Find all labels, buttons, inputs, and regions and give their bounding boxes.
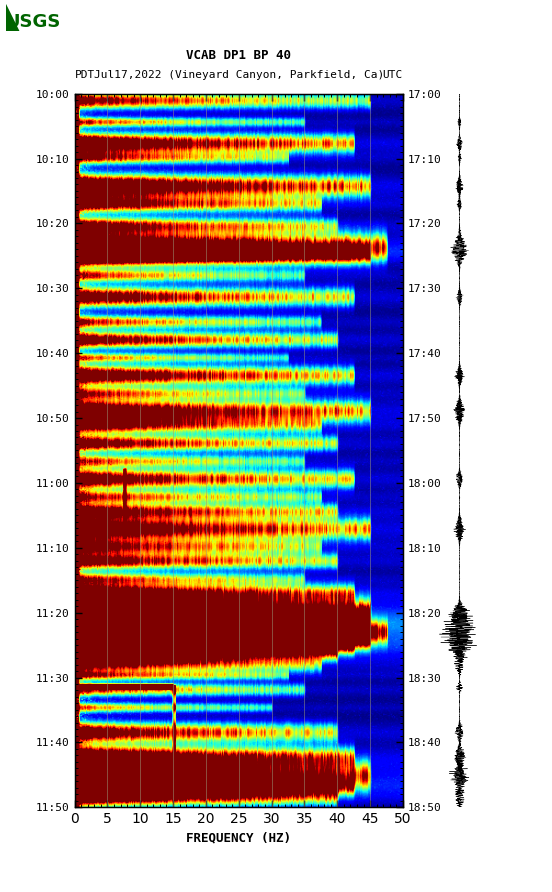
Text: UTC: UTC <box>383 70 403 80</box>
Text: VCAB DP1 BP 40: VCAB DP1 BP 40 <box>186 49 291 62</box>
X-axis label: FREQUENCY (HZ): FREQUENCY (HZ) <box>186 831 291 845</box>
Text: PDT: PDT <box>75 70 95 80</box>
Text: USGS: USGS <box>6 13 61 31</box>
Text: Jul17,2022 (Vineyard Canyon, Parkfield, Ca): Jul17,2022 (Vineyard Canyon, Parkfield, … <box>94 70 384 80</box>
Polygon shape <box>6 4 19 31</box>
